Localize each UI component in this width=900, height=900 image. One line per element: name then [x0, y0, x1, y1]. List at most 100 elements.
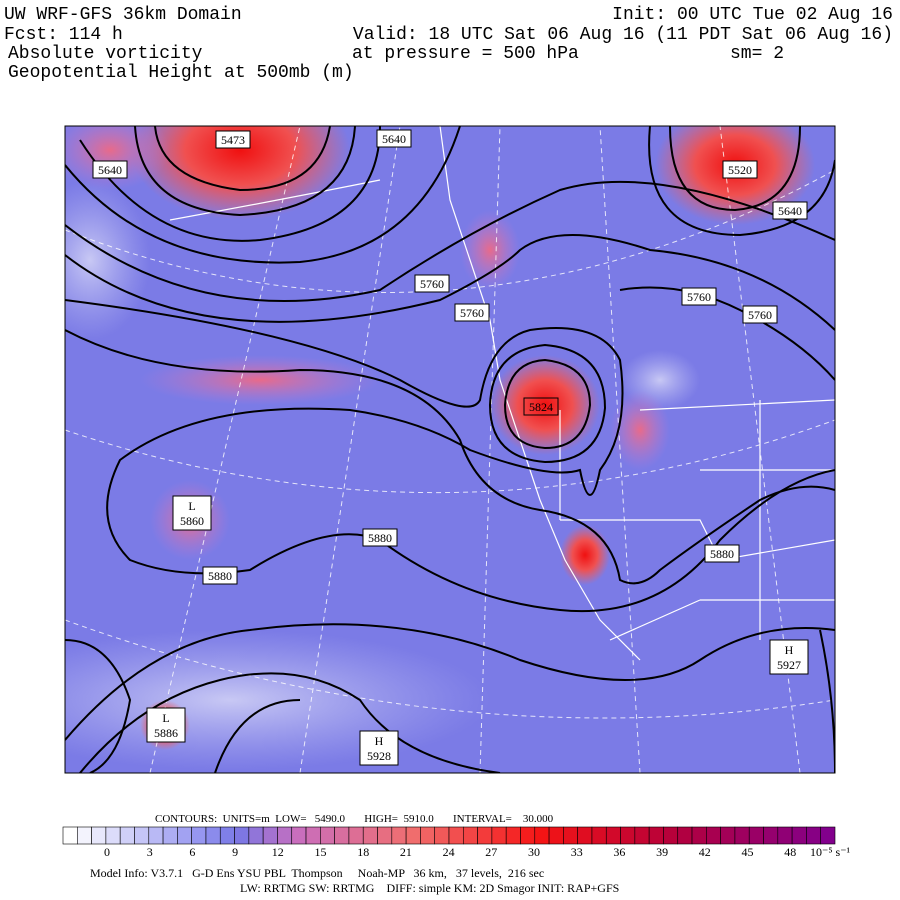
extremum-value: 5928 — [367, 749, 391, 763]
contour-label-box — [722, 160, 758, 179]
colorbar-cell — [177, 826, 192, 845]
contour-label-box — [414, 274, 450, 293]
extremum-letter: L — [162, 711, 169, 725]
contour-label: 5880 — [208, 569, 232, 583]
colorbar-cell — [591, 826, 607, 845]
colorbar-cell — [362, 826, 378, 845]
colorbar-cell — [205, 826, 221, 845]
colorbar-cell — [663, 826, 679, 845]
colorbar-cell — [105, 826, 121, 845]
map — [65, 126, 835, 773]
contour-field: Geopotential Height at 500mb (m) — [8, 63, 354, 83]
colorbar-cell — [605, 826, 621, 845]
colorbar-cell — [134, 826, 150, 845]
colorbar-cell — [491, 826, 507, 845]
colorbar-cell — [477, 826, 493, 845]
colorbar-cell — [620, 826, 636, 845]
contour-label-box — [704, 544, 740, 563]
contour-label-box — [202, 566, 238, 585]
contour-label-box — [742, 305, 778, 324]
colorbar-cell — [505, 826, 521, 845]
colorbar-cell — [162, 826, 178, 845]
colorbar-tick-label: 27 — [485, 845, 497, 859]
init-time: Init: 00 UTC Tue 02 Aug 16 — [612, 5, 893, 25]
colorbar-cell — [262, 826, 278, 845]
contour-info: CONTOURS: UNITS=m LOW= 5490.0 HIGH= 5910… — [155, 813, 554, 825]
colorbar-tick-label: 30 — [528, 845, 540, 859]
contour-label-box — [523, 397, 559, 416]
colorbar-tick-label: 0 — [104, 845, 110, 859]
contour-label: 5880 — [368, 531, 392, 545]
contour-label: 5640 — [778, 204, 802, 218]
colorbar-cell — [62, 826, 78, 845]
colorbar-tick-label: 33 — [571, 845, 583, 859]
colorbar-cell — [405, 826, 421, 845]
colorbar-tick-label: 18 — [357, 845, 369, 859]
colorbar-cell — [119, 826, 135, 845]
colorbar-tick-label: 39 — [656, 845, 668, 859]
colorbar-cell — [720, 826, 736, 845]
colorbar-cell — [291, 826, 307, 845]
map-frame — [64, 125, 836, 774]
colorbar-cell — [462, 826, 478, 845]
pressure-level: at pressure = 500 hPa — [352, 44, 579, 64]
colorbar-tick-label: 6 — [189, 845, 195, 859]
contour-label: 5760 — [687, 290, 711, 304]
contour-labels: 5473 5640 5640 5520 5640 5760 5760 5760 5760 5824… — [92, 129, 809, 766]
contour-label: 5824 — [529, 400, 553, 414]
colorbar-cell — [434, 826, 450, 845]
colorbar-cell — [820, 826, 836, 845]
field-name: Absolute vorticity — [8, 44, 203, 64]
colorbar-cell — [791, 826, 807, 845]
extremum-letter: H — [375, 734, 384, 748]
colorbar-cell — [277, 826, 293, 845]
colorbar-cell — [248, 826, 264, 845]
contour-label: 5473 — [221, 133, 245, 147]
colorbar-cell — [377, 826, 393, 845]
colorbar-tick-label: 36 — [613, 845, 625, 859]
colorbar-tick-label: 48 — [784, 845, 796, 859]
colorbar-cell — [191, 826, 207, 845]
contour-label-box — [772, 201, 808, 220]
model-info-physics: LW: RRTMG SW: RRTMG DIFF: simple KM: 2D … — [240, 881, 619, 895]
colorbar-cell — [148, 826, 164, 845]
extremum-letter: H — [785, 643, 794, 657]
model-info: Model Info: V3.7.1 G-D Ens YSU PBL Thomp… — [90, 866, 544, 880]
colorbar-cell — [420, 826, 436, 845]
colorbar-tick-label: 24 — [443, 845, 455, 859]
contour-label: 5640 — [382, 132, 406, 146]
colorbar-tick-label: 21 — [400, 845, 412, 859]
extremum-value: 5886 — [154, 726, 178, 740]
colorbar-cell — [748, 826, 764, 845]
colorbar-cell — [563, 826, 578, 845]
extremum-box — [359, 730, 399, 766]
colorbar-cell — [677, 826, 693, 845]
colorbar-tick-label: 42 — [699, 845, 711, 859]
colorbar-unit: 10⁻⁵ s⁻¹ — [810, 845, 851, 859]
colorbar: 0 3 6 9 12 15 18 21 24 27 30 33 36 39 42 45 48 10⁻⁵ s⁻¹ — [62, 826, 851, 859]
extremum-value: 5860 — [180, 514, 204, 528]
smoothing: sm= 2 — [730, 44, 784, 64]
colorbar-cell — [534, 826, 550, 845]
contour-label-box — [215, 130, 251, 149]
colorbar-tick-label: 12 — [272, 845, 284, 859]
extremum-letter: L — [188, 499, 195, 513]
contour-label: 5520 — [728, 163, 752, 177]
colorbar-cell — [634, 826, 650, 845]
contour-label-box — [376, 129, 412, 148]
colorbar-cell — [320, 826, 335, 845]
colorbar-tick-label: 45 — [742, 845, 754, 859]
colorbar-cell — [448, 826, 464, 845]
colorbar-cell — [777, 826, 793, 845]
colorbar-cell — [348, 826, 364, 845]
colorbar-cell — [734, 826, 750, 845]
valid-time: Valid: 18 UTC Sat 06 Aug 16 (11 PDT Sat … — [353, 25, 893, 45]
contour-label-box — [362, 528, 398, 547]
extremum-value: 5927 — [777, 658, 801, 672]
extremum-box — [769, 639, 809, 675]
colorbar-cell — [763, 826, 779, 845]
colorbar-cell — [391, 826, 407, 845]
colorbar-cell — [91, 826, 107, 845]
colorbar-cell — [806, 826, 822, 845]
